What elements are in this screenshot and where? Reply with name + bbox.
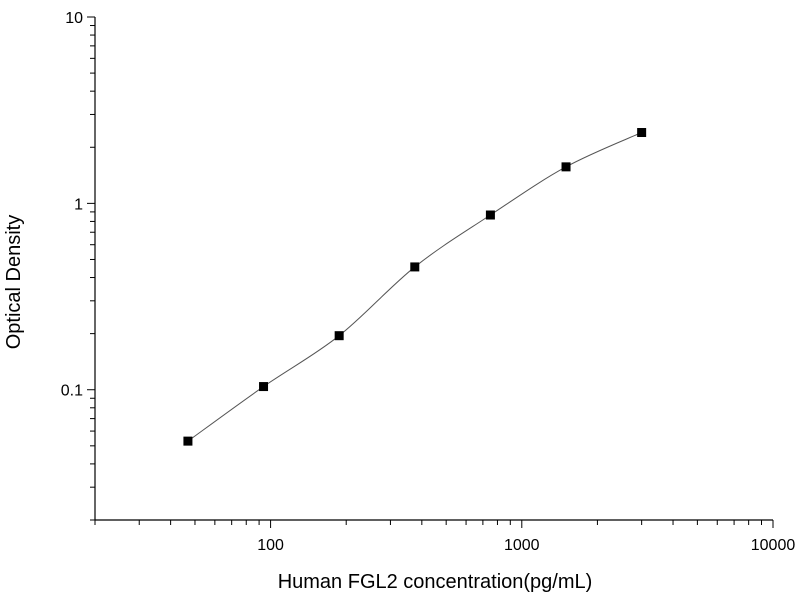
data-point bbox=[259, 382, 269, 392]
ticks bbox=[87, 16, 774, 528]
x-tick-label: 10000 bbox=[751, 537, 796, 554]
data-point bbox=[485, 210, 495, 220]
tick-labels: 100 1000 10000 0.1 1 10 bbox=[61, 10, 796, 554]
y-tick-label: 10 bbox=[65, 10, 83, 27]
fit-curve bbox=[187, 132, 642, 442]
axes bbox=[94, 17, 773, 521]
y-tick-label: 0.1 bbox=[61, 383, 83, 400]
data-point bbox=[410, 262, 420, 272]
data-point bbox=[183, 436, 193, 446]
data-point bbox=[637, 128, 647, 138]
y-axis-title: Optical Density bbox=[3, 215, 25, 350]
x-tick-label: 100 bbox=[257, 537, 284, 554]
x-tick-label: 1000 bbox=[504, 537, 540, 554]
data-point bbox=[334, 331, 344, 341]
y-tick-label: 1 bbox=[74, 196, 83, 213]
x-axis-title: Human FGL2 concentration(pg/mL) bbox=[278, 571, 593, 593]
data-points bbox=[183, 128, 647, 446]
data-point bbox=[561, 162, 571, 172]
